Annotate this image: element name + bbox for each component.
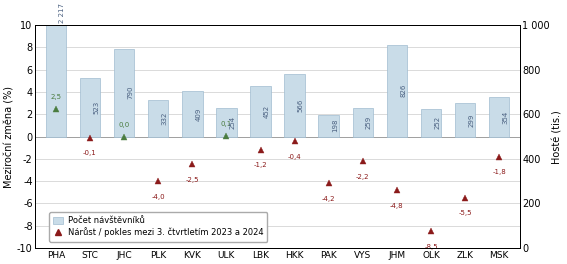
Text: -2,5: -2,5 — [185, 177, 199, 183]
Bar — [285, 74, 305, 137]
Text: -4,2: -4,2 — [322, 196, 336, 202]
Bar — [421, 109, 441, 137]
Text: -4,0: -4,0 — [151, 194, 165, 200]
Bar — [46, 0, 66, 137]
Text: 259: 259 — [366, 116, 372, 129]
Text: 566: 566 — [298, 98, 304, 112]
Y-axis label: Hosté (tis.): Hosté (tis.) — [553, 110, 563, 163]
Bar — [80, 78, 100, 137]
Bar — [387, 45, 407, 137]
Bar — [148, 100, 168, 137]
Bar — [353, 108, 373, 137]
Bar — [216, 108, 236, 137]
Text: -8,5: -8,5 — [424, 244, 438, 250]
Text: 523: 523 — [93, 101, 99, 114]
Text: 409: 409 — [196, 107, 201, 121]
Text: -4,8: -4,8 — [390, 202, 404, 209]
Text: 332: 332 — [162, 111, 167, 125]
Text: -5,5: -5,5 — [458, 210, 472, 216]
Text: 2 217: 2 217 — [59, 3, 65, 23]
Bar — [250, 86, 271, 137]
Bar — [319, 115, 339, 137]
Text: -1,2: -1,2 — [253, 163, 267, 168]
Bar — [489, 97, 509, 137]
Text: 0,1: 0,1 — [221, 121, 232, 127]
Bar — [455, 103, 475, 137]
Text: 354: 354 — [502, 110, 509, 124]
Text: 452: 452 — [264, 105, 270, 118]
Y-axis label: Meziroční změna (%): Meziroční změna (%) — [4, 86, 14, 188]
Text: 2,5: 2,5 — [50, 95, 61, 100]
Text: 299: 299 — [468, 113, 474, 127]
Text: 252: 252 — [434, 116, 440, 129]
Text: 0,0: 0,0 — [119, 122, 130, 128]
Text: -0,1: -0,1 — [83, 150, 97, 156]
Text: 198: 198 — [332, 119, 338, 132]
Text: 254: 254 — [230, 116, 235, 129]
Text: -0,4: -0,4 — [288, 154, 302, 159]
Legend: Počet návštěvníků, Nárůst / pokles mezi 3. čtvrtletím 2023 a 2024: Počet návštěvníků, Nárůst / pokles mezi … — [49, 212, 268, 242]
Text: 790: 790 — [127, 86, 133, 99]
Bar — [182, 91, 202, 137]
Text: -2,2: -2,2 — [356, 174, 370, 180]
Text: 826: 826 — [400, 84, 406, 97]
Text: -1,8: -1,8 — [492, 169, 506, 175]
Bar — [114, 49, 134, 137]
